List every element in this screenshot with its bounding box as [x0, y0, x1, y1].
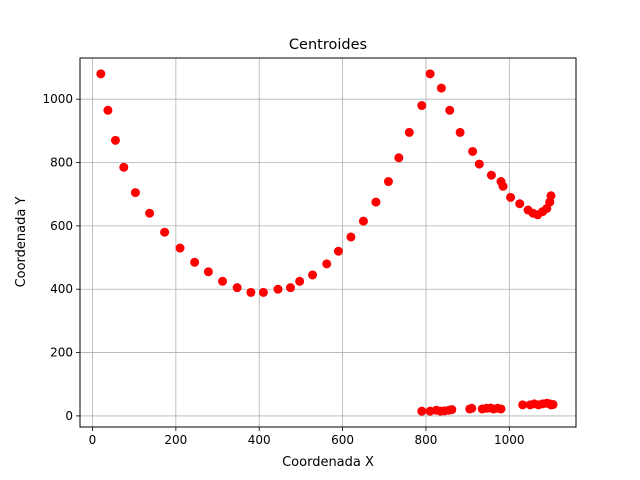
y-tick-label: 0 [65, 409, 73, 423]
data-point [346, 232, 356, 242]
data-point [246, 287, 256, 297]
y-axis-label: Coordenada Y [14, 197, 29, 288]
data-point [218, 276, 228, 286]
plot-area-frame [79, 57, 577, 428]
data-point [425, 69, 435, 79]
y-tick-label: 1000 [42, 92, 73, 106]
data-point [96, 69, 106, 79]
data-point [322, 259, 332, 269]
data-point [285, 283, 295, 293]
data-point [308, 270, 318, 280]
data-point [506, 192, 516, 202]
data-point [518, 400, 528, 410]
data-point [295, 276, 305, 286]
y-tick-label: 600 [50, 219, 73, 233]
data-point [130, 188, 140, 198]
data-point [371, 197, 381, 207]
data-point [119, 162, 129, 172]
data-point [232, 283, 242, 293]
chart-title: Centroides [289, 37, 367, 53]
y-axis-ticks: 0 200 400 600 800 1000 [42, 92, 80, 423]
data-point [445, 105, 455, 115]
data-point [455, 127, 465, 137]
data-point [175, 243, 185, 253]
data-point [160, 227, 170, 237]
data-point [515, 199, 525, 209]
x-tick-label: 600 [331, 433, 354, 447]
data-point [417, 406, 427, 416]
data-point [358, 216, 368, 226]
data-point [417, 101, 427, 111]
data-point [103, 105, 113, 115]
x-axis-label: Coordenada X [282, 455, 374, 470]
data-point [447, 405, 457, 415]
data-point [498, 181, 508, 191]
data-point [436, 83, 446, 93]
data-point [190, 257, 200, 267]
data-point [468, 146, 478, 156]
x-tick-label: 1000 [494, 433, 525, 447]
data-point [486, 170, 496, 180]
data-point [404, 127, 414, 137]
data-point [496, 404, 506, 414]
data-point [110, 135, 120, 145]
x-tick-label: 200 [164, 433, 187, 447]
data-point [548, 400, 558, 410]
data-point [546, 191, 556, 201]
data-point [203, 267, 213, 277]
data-point [383, 177, 393, 187]
data-point [145, 208, 155, 218]
data-point [273, 284, 283, 294]
y-tick-label: 800 [50, 156, 73, 170]
grid [80, 58, 576, 427]
x-tick-label: 800 [414, 433, 437, 447]
data-point [394, 153, 404, 163]
data-point [474, 159, 484, 169]
x-tick-label: 400 [248, 433, 271, 447]
data-point [467, 403, 477, 413]
data-point [333, 246, 343, 256]
x-tick-label: 0 [89, 433, 97, 447]
y-tick-label: 200 [50, 346, 73, 360]
data-point [258, 287, 268, 297]
y-tick-label: 400 [50, 282, 73, 296]
x-axis-ticks: 0 200 400 600 800 1000 [89, 427, 525, 447]
data-points [96, 69, 558, 416]
